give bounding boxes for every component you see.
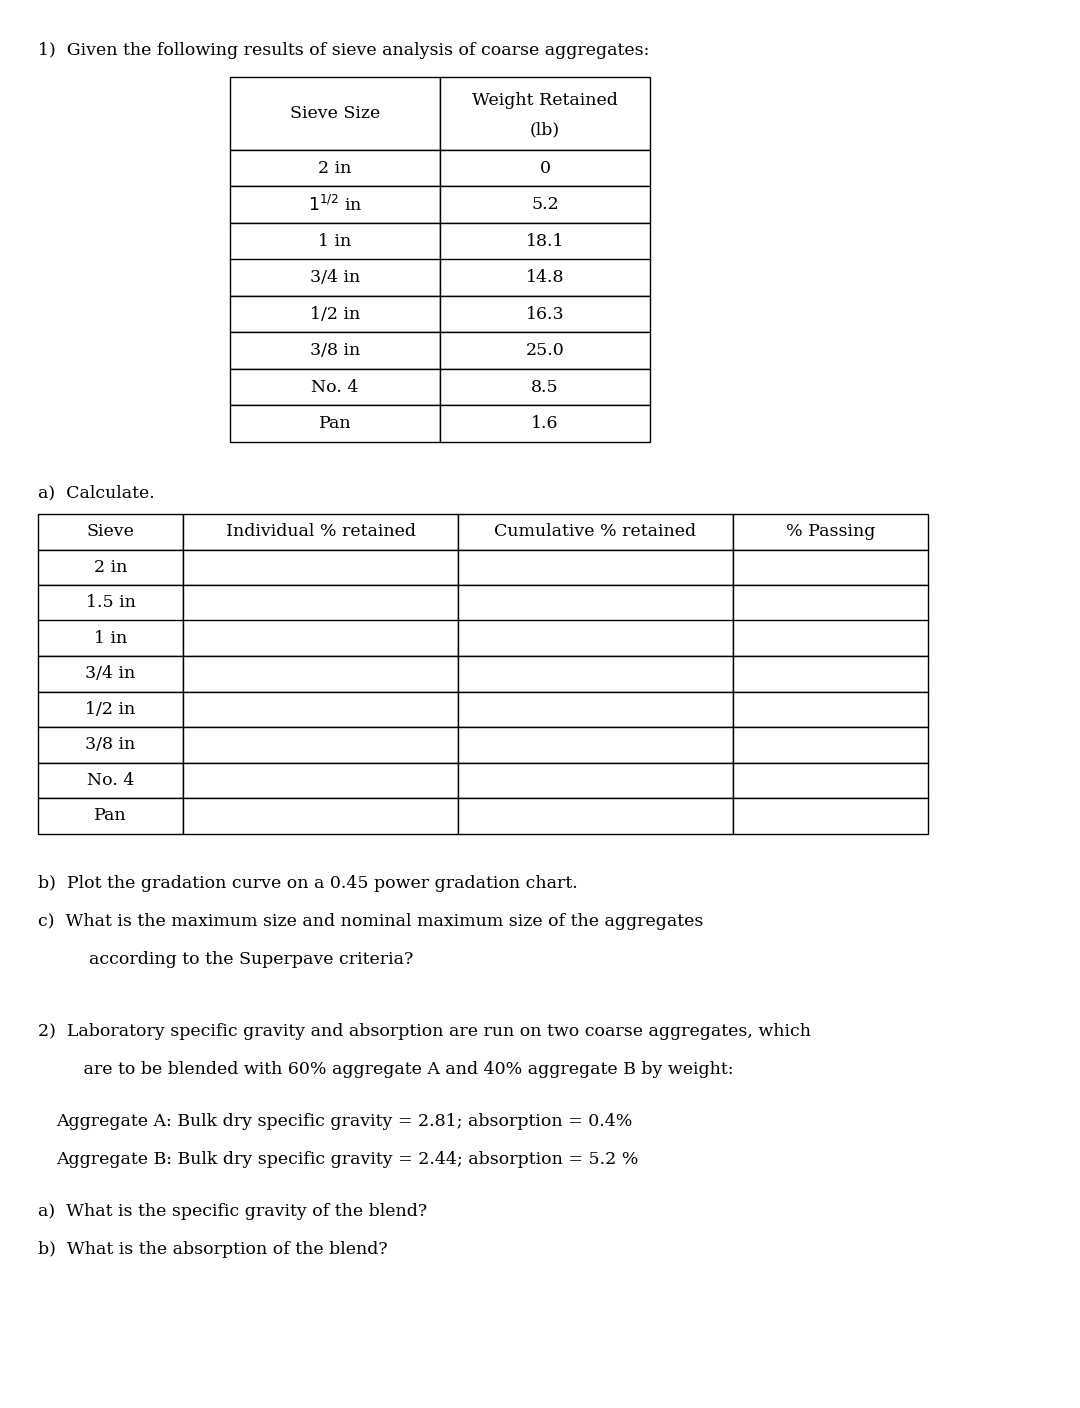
Bar [230, 259, 440, 296]
Text: Pan: Pan [94, 807, 126, 824]
Bar [183, 549, 458, 584]
Text: b)  Plot the gradation curve on a 0.45 power gradation chart.: b) Plot the gradation curve on a 0.45 po… [38, 876, 578, 893]
Bar [38, 549, 183, 584]
Text: 25.0: 25.0 [526, 342, 565, 359]
Text: 3/8 in: 3/8 in [85, 736, 136, 753]
Bar [230, 151, 440, 186]
Bar [38, 727, 183, 763]
Text: 2 in: 2 in [94, 559, 127, 576]
Bar [183, 727, 458, 763]
Bar [458, 763, 733, 798]
Text: 1 in: 1 in [319, 232, 352, 249]
Bar [183, 798, 458, 834]
Bar [230, 406, 440, 442]
Bar [38, 656, 183, 691]
Text: Sieve Size: Sieve Size [289, 106, 380, 122]
Bar [183, 514, 458, 549]
Bar [733, 549, 928, 584]
Bar [230, 369, 440, 406]
Text: 1 in: 1 in [94, 629, 127, 646]
Text: Aggregate A: Bulk dry specific gravity = 2.81; absorption = 0.4%: Aggregate A: Bulk dry specific gravity =… [56, 1114, 633, 1131]
Text: 3/8 in: 3/8 in [310, 342, 360, 359]
Text: 1.5 in: 1.5 in [85, 594, 135, 611]
Text: 2 in: 2 in [319, 159, 352, 177]
Bar [733, 656, 928, 691]
Text: Cumulative % retained: Cumulative % retained [495, 524, 697, 541]
Text: 16.3: 16.3 [526, 306, 565, 322]
Text: 3/4 in: 3/4 in [310, 269, 360, 286]
Text: 18.1: 18.1 [526, 232, 564, 249]
Bar [183, 656, 458, 691]
Bar [230, 77, 440, 151]
Text: $1^{1/2}$ in: $1^{1/2}$ in [308, 194, 363, 215]
Bar [183, 691, 458, 727]
Bar [38, 691, 183, 727]
Bar [440, 259, 650, 296]
Text: 1.6: 1.6 [531, 415, 558, 432]
Text: Aggregate B: Bulk dry specific gravity = 2.44; absorption = 5.2 %: Aggregate B: Bulk dry specific gravity =… [56, 1152, 638, 1169]
Bar [38, 621, 183, 656]
Bar [230, 332, 440, 369]
Text: Pan: Pan [319, 415, 351, 432]
Bar [440, 222, 650, 259]
Bar [440, 151, 650, 186]
Text: c)  What is the maximum size and nominal maximum size of the aggregates: c) What is the maximum size and nominal … [38, 914, 703, 931]
Bar [458, 514, 733, 549]
Text: 1)  Given the following results of sieve analysis of coarse aggregates:: 1) Given the following results of sieve … [38, 42, 649, 59]
Text: Sieve: Sieve [86, 524, 134, 541]
Text: No. 4: No. 4 [86, 772, 134, 788]
Bar [183, 584, 458, 621]
Text: Weight Retained: Weight Retained [472, 92, 618, 108]
Text: (lb): (lb) [530, 121, 561, 138]
Bar [458, 727, 733, 763]
Text: are to be blended with 60% aggregate A and 40% aggregate B by weight:: are to be blended with 60% aggregate A a… [56, 1062, 733, 1079]
Bar [733, 727, 928, 763]
Bar [733, 514, 928, 549]
Bar [458, 549, 733, 584]
Text: 0: 0 [540, 159, 551, 177]
Bar [440, 296, 650, 332]
Bar [230, 222, 440, 259]
Bar [458, 798, 733, 834]
Bar [38, 763, 183, 798]
Bar [38, 798, 183, 834]
Text: b)  What is the absorption of the blend?: b) What is the absorption of the blend? [38, 1242, 388, 1259]
Bar [458, 691, 733, 727]
Bar [440, 369, 650, 406]
Bar [458, 656, 733, 691]
Bar [183, 621, 458, 656]
Text: Individual % retained: Individual % retained [226, 524, 416, 541]
Text: 8.5: 8.5 [531, 379, 558, 396]
Text: 5.2: 5.2 [531, 196, 558, 213]
Bar [458, 584, 733, 621]
Bar [458, 621, 733, 656]
Text: a)  What is the specific gravity of the blend?: a) What is the specific gravity of the b… [38, 1204, 427, 1221]
Bar [733, 584, 928, 621]
Text: 2)  Laboratory specific gravity and absorption are run on two coarse aggregates,: 2) Laboratory specific gravity and absor… [38, 1024, 811, 1041]
Bar [733, 621, 928, 656]
Bar [230, 186, 440, 222]
Bar [38, 514, 183, 549]
Bar [440, 186, 650, 222]
Text: a)  Calculate.: a) Calculate. [38, 484, 154, 501]
Text: No. 4: No. 4 [311, 379, 359, 396]
Text: according to the Superpave criteria?: according to the Superpave criteria? [56, 952, 414, 969]
Bar [230, 296, 440, 332]
Bar [733, 763, 928, 798]
Text: 14.8: 14.8 [526, 269, 564, 286]
Text: % Passing: % Passing [786, 524, 875, 541]
Text: 1/2 in: 1/2 in [310, 306, 360, 322]
Bar [733, 798, 928, 834]
Text: 1/2 in: 1/2 in [85, 701, 136, 718]
Text: 3/4 in: 3/4 in [85, 665, 136, 683]
Bar [183, 763, 458, 798]
Bar [733, 691, 928, 727]
Bar [440, 332, 650, 369]
Bar [440, 406, 650, 442]
Bar [440, 77, 650, 151]
Bar [38, 584, 183, 621]
